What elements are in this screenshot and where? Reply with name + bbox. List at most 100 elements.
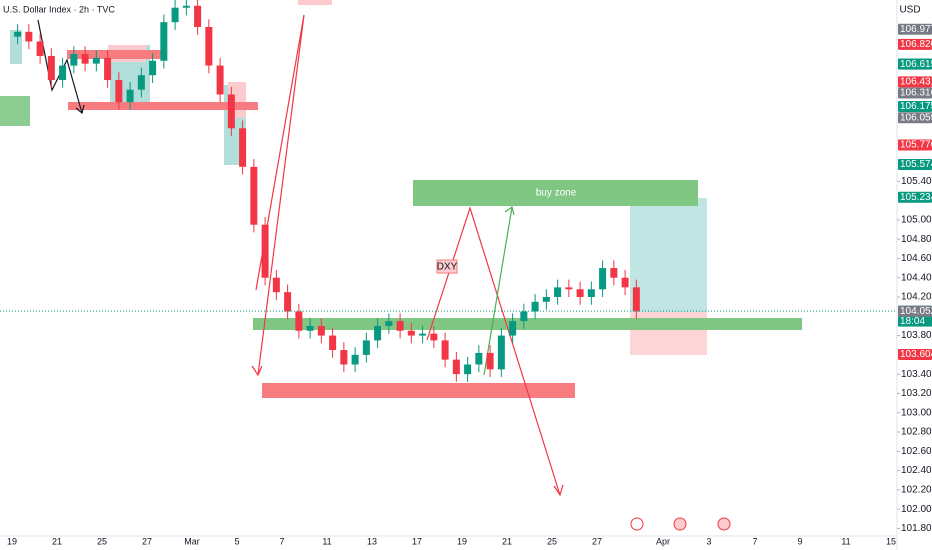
price-badge-label: 106.059 (900, 112, 932, 123)
price-badge (898, 139, 932, 151)
currency: USD (899, 5, 920, 16)
y-tick-label: 104.400 (901, 272, 932, 283)
candle-body (160, 22, 168, 61)
x-tick-label: 25 (97, 536, 107, 546)
tag (298, 0, 332, 5)
candle-body (554, 287, 562, 297)
candle-body (317, 325, 325, 336)
price-badge-label: 104.052 (900, 306, 932, 317)
zone (253, 318, 802, 330)
candle-body (374, 325, 382, 341)
candle-body (621, 277, 629, 288)
price-badge-label: 106.316 (900, 88, 932, 99)
candle-body (441, 340, 449, 360)
x-tick-label: 11 (322, 536, 331, 546)
candle-body (362, 340, 370, 355)
price-badge-label: 106.431 (900, 77, 932, 88)
event-icon[interactable] (717, 517, 731, 531)
price-badge (898, 112, 932, 124)
target-zone (630, 198, 707, 312)
candle-body (171, 7, 179, 23)
candle-body (329, 335, 337, 351)
candle-body (486, 352, 494, 370)
x-tick-label: 15 (886, 536, 896, 546)
price-badge (898, 101, 932, 113)
x-tick-label: 21 (502, 536, 512, 546)
y-tick-label: 102.400 (901, 465, 932, 476)
candle-body (70, 54, 78, 66)
candle-body (227, 94, 235, 129)
countdown: 18:04 (900, 316, 925, 327)
zone (10, 30, 22, 64)
x-tick-label: 19 (7, 536, 17, 546)
candle-body (419, 333, 427, 336)
price-badge (898, 348, 932, 360)
x-tick-label: 9 (797, 536, 802, 546)
candle-body (576, 289, 584, 297)
zone (67, 50, 166, 59)
candle-body (306, 325, 314, 331)
x-tick-label: Apr (656, 536, 670, 546)
y-tick-label: 102.600 (901, 446, 932, 457)
x-tick-label: 5 (234, 536, 239, 546)
candle-body (610, 268, 618, 278)
x-tick-label: 27 (592, 536, 602, 546)
candle-body (25, 31, 33, 42)
candle-body (205, 27, 213, 66)
price-badge-label: 105.776 (900, 140, 932, 151)
price-badge-label: 103.604 (900, 349, 932, 360)
candle-body (565, 287, 573, 290)
price-badge (898, 159, 932, 171)
y-tick-label: 102.800 (901, 427, 932, 438)
price-badge-label: 106.820 (900, 39, 932, 50)
candle-body (126, 89, 134, 103)
candle-body (497, 335, 505, 370)
candle-body (520, 311, 528, 322)
price-badge-label: 106.175 (900, 101, 932, 112)
price-badge (898, 191, 932, 203)
y-tick-label: 103.200 (901, 388, 932, 399)
x-tick-label: 7 (279, 536, 284, 546)
candle-body (216, 65, 224, 95)
chart-title: U.S. Dollar Index · 2h · TVC (3, 4, 115, 14)
x-tick-label: 21 (52, 536, 62, 546)
candle-body (475, 352, 483, 365)
tag (436, 259, 458, 274)
price-badge (898, 87, 932, 99)
buy-zone (413, 180, 698, 206)
event-icon[interactable] (630, 517, 644, 531)
event-icon[interactable] (673, 517, 687, 531)
x-tick-label: 13 (367, 536, 377, 546)
candle-body (182, 5, 190, 8)
y-tick-label: 103.400 (901, 369, 932, 380)
candle-body (632, 287, 640, 312)
price-badge-label: 105.234 (900, 192, 932, 203)
x-tick-label: 25 (547, 536, 557, 546)
x-tick-label: 27 (142, 536, 152, 546)
candle-body (149, 60, 157, 76)
candle-body (272, 277, 280, 293)
y-tick-label: 105.400 (901, 176, 932, 187)
candle-body (36, 41, 44, 56)
candle-body (104, 57, 112, 81)
candle-body (284, 292, 292, 312)
candle-body (340, 350, 348, 365)
candle-body (261, 224, 269, 278)
annotation: buy zone (536, 188, 577, 199)
price-badge (898, 38, 932, 50)
candle-body (430, 333, 438, 341)
y-tick-label: 104.600 (901, 253, 932, 264)
x-tick-label: 11 (841, 536, 850, 546)
candle-body (452, 359, 460, 375)
candle-body (407, 330, 415, 336)
y-tick-label: 105.000 (901, 214, 932, 225)
candle-body (542, 297, 550, 302)
candle-body (59, 65, 67, 81)
y-tick-label: 103.800 (901, 330, 932, 341)
zone (0, 96, 30, 126)
candle-body (385, 321, 393, 326)
candle-body (587, 289, 595, 297)
candle-body (509, 321, 517, 336)
candle-body (396, 321, 404, 331)
